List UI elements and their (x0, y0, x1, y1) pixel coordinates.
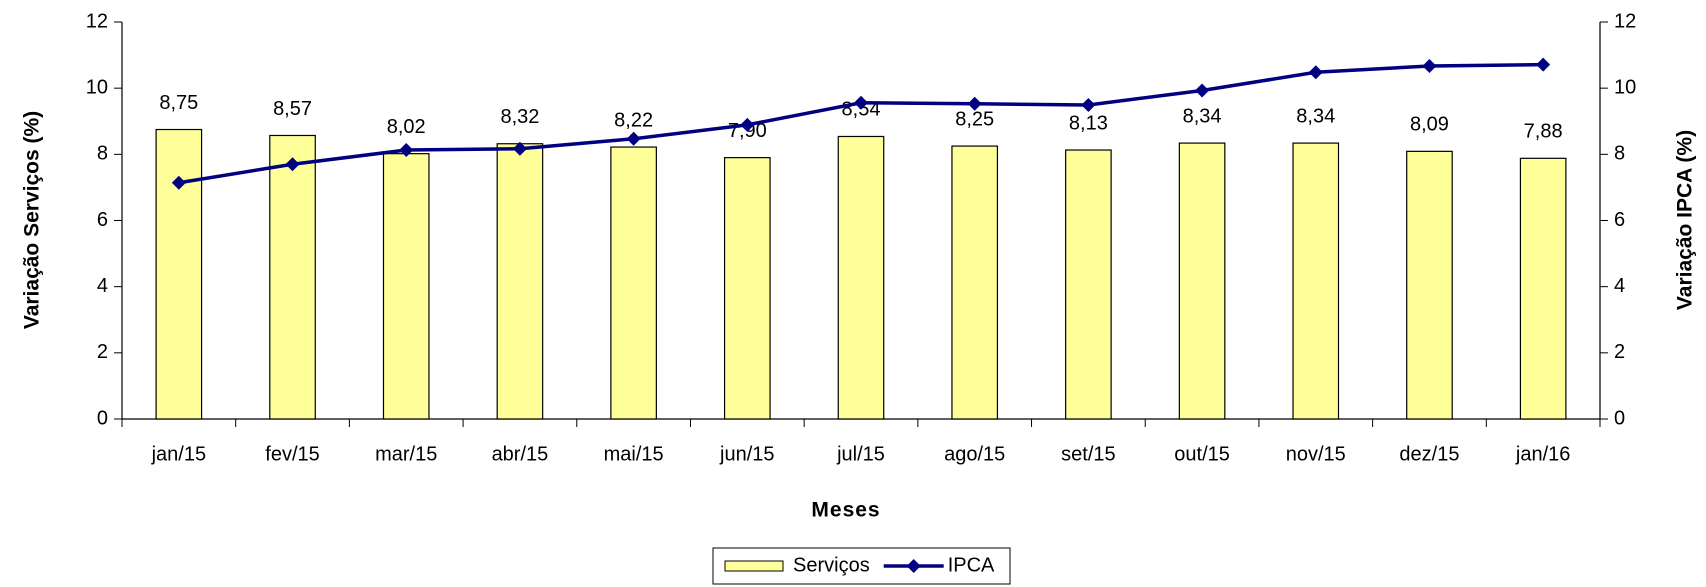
y-axis-title: Variação Serviços (%) (21, 111, 44, 329)
x-axis-title: Meses (811, 499, 880, 522)
y-tick-label: 0 (97, 407, 108, 429)
data-label: 8,34 (1183, 105, 1222, 127)
bar (837, 135, 885, 420)
bar (1292, 142, 1340, 420)
y2-tick-label: 10 (1614, 76, 1636, 98)
line-marker (171, 175, 186, 190)
line-marker (1081, 98, 1096, 113)
bar (610, 146, 657, 420)
x-tick-label: mar/15 (375, 443, 437, 465)
y-tick-label: 8 (97, 143, 108, 165)
line-marker (740, 117, 755, 132)
data-label: 8,25 (955, 108, 994, 130)
y-tick-label: 12 (86, 10, 108, 32)
bar (951, 145, 999, 420)
y2-tick-label: 4 (1614, 275, 1625, 297)
y2-axis-title: Variação IPCA (%) (1674, 130, 1697, 310)
x-tick-label: out/15 (1174, 443, 1230, 465)
y-tick-label: 10 (86, 76, 108, 98)
bar (1178, 142, 1226, 420)
line-marker (1422, 59, 1437, 74)
line-marker (854, 95, 868, 110)
x-tick-label: jan/15 (151, 443, 207, 465)
legend-label: IPCA (948, 554, 995, 576)
y2-tick-label: 6 (1614, 209, 1625, 231)
y2-tick-label: 2 (1614, 341, 1625, 363)
data-label: 8,02 (387, 116, 426, 138)
x-tick-label: jun/15 (719, 443, 775, 465)
legend-swatch (724, 560, 784, 572)
legend-label: Serviços (793, 554, 870, 576)
line-marker (1195, 83, 1210, 98)
data-label: 8,09 (1410, 114, 1449, 136)
x-tick-label: abr/15 (492, 443, 549, 465)
line-marker (1536, 57, 1551, 72)
bar (1065, 149, 1112, 420)
y-tick-label: 4 (97, 275, 108, 297)
x-tick-label: mai/15 (604, 443, 664, 465)
data-label: 8,34 (1296, 105, 1335, 127)
bar (1519, 157, 1567, 420)
x-tick-label: nov/15 (1286, 443, 1346, 465)
data-label: 8,32 (500, 106, 539, 128)
y2-tick-label: 0 (1614, 407, 1625, 429)
data-label: 8,22 (614, 109, 653, 131)
line-marker (399, 143, 414, 158)
bar (382, 153, 430, 420)
x-tick-label: fev/15 (265, 443, 319, 465)
line-marker (285, 157, 300, 172)
y2-tick-label: 12 (1614, 10, 1636, 32)
y-tick-label: 6 (97, 209, 108, 231)
data-label: 8,75 (159, 92, 198, 114)
bar (496, 143, 544, 420)
line-marker (1308, 65, 1323, 80)
x-tick-label: dez/15 (1399, 443, 1459, 465)
legend-swatch (906, 559, 921, 573)
data-label: 7,88 (1524, 121, 1563, 143)
bar (1406, 150, 1453, 420)
x-tick-label: ago/15 (944, 443, 1005, 465)
data-label: 8,57 (273, 98, 312, 120)
line-marker (967, 96, 982, 111)
data-label: 8,13 (1069, 112, 1108, 134)
x-tick-label: jan/16 (1515, 443, 1571, 465)
y2-tick-label: 8 (1614, 143, 1625, 165)
x-tick-label: jul/15 (836, 443, 885, 465)
x-tick-label: set/15 (1061, 443, 1115, 465)
line-marker (512, 141, 527, 156)
bar (269, 134, 316, 420)
bar (155, 128, 203, 420)
bar (723, 157, 771, 420)
y-tick-label: 2 (97, 341, 108, 363)
line-marker (626, 131, 641, 146)
